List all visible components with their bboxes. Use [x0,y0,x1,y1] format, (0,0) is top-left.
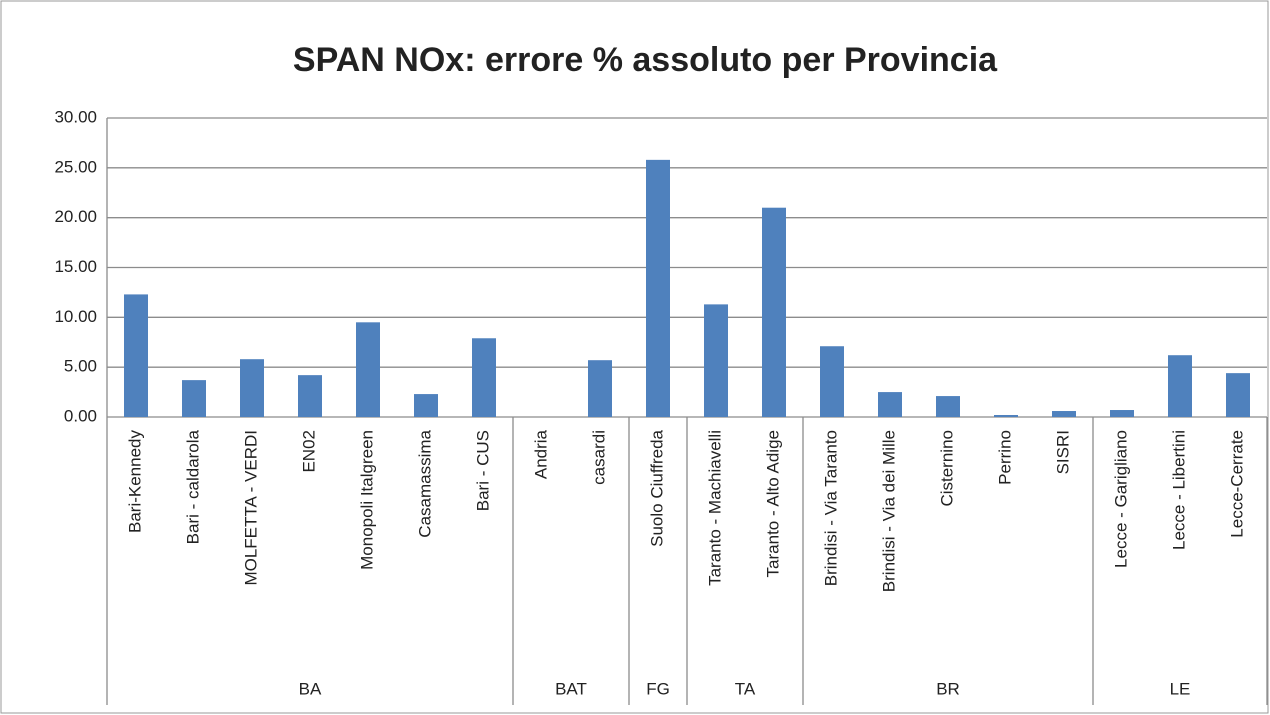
y-tick-label: 10.00 [54,307,97,326]
bar [240,359,264,417]
y-tick-label: 0.00 [64,406,97,425]
bar [936,396,960,417]
bar [762,207,786,417]
x-tick-label: Lecce-Cerrate [1227,430,1246,538]
bar [588,360,612,417]
x-tick-label: casardi [589,430,608,485]
group-label: BR [936,679,960,698]
bar [1052,411,1076,417]
x-tick-label: Lecce - Garigliano [1111,430,1130,568]
bar [820,346,844,417]
bar [1168,355,1192,417]
group-label: FG [646,679,670,698]
group-label: TA [735,679,756,698]
bar [414,394,438,417]
group-label: BAT [555,679,587,698]
y-tick-label: 5.00 [64,357,97,376]
x-tick-label: SISRI [1053,430,1072,474]
x-tick-label: Monopoli Italgreen [357,430,376,570]
x-tick-label: Lecce - Libertini [1169,430,1188,550]
x-tick-label: Brindisi - Via dei Mille [879,430,898,592]
x-tick-label: Casamassima [415,429,434,537]
bar [182,380,206,417]
x-tick-label: Bari-Kennedy [125,430,144,534]
x-tick-label: Bari - CUS [473,430,492,511]
y-tick-label: 20.00 [54,207,97,226]
bar [472,338,496,417]
chart-title: SPAN NOx: errore % assoluto per Provinci… [293,41,998,79]
bar [878,392,902,417]
group-label: LE [1170,679,1191,698]
bar [356,322,380,417]
y-tick-label: 30.00 [54,107,97,126]
bar [704,304,728,417]
y-tick-label: 25.00 [54,157,97,176]
bar [1110,410,1134,417]
bar [646,159,670,418]
x-tick-label: Taranto - Alto Adige [763,430,782,577]
x-tick-label: Taranto - Machiavelli [705,430,724,586]
bar [124,294,148,417]
y-tick-label: 15.00 [54,257,97,276]
x-tick-label: Bari - caldarola [183,429,202,544]
x-tick-label: EN02 [299,430,318,473]
bar [1226,373,1250,417]
bar [298,375,322,417]
x-tick-label: Brindisi - Via Taranto [821,430,840,586]
bar [994,415,1018,417]
x-tick-label: Perrino [995,430,1014,485]
x-tick-label: Suolo Ciuffreda [647,429,666,546]
x-tick-label: MOLFETTA - VERDI [241,430,260,586]
x-tick-label: Cisternino [937,430,956,507]
group-label: BA [299,679,322,698]
x-tick-label: Andria [531,429,550,479]
